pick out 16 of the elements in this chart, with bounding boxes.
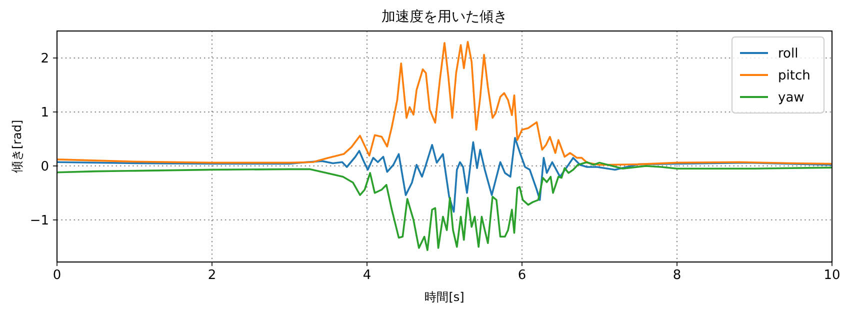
y-tick-label: 0 <box>40 159 49 174</box>
legend-label: pitch <box>778 68 810 84</box>
x-tick-label: 10 <box>824 268 840 283</box>
chart-title: 加速度を用いた傾き <box>382 9 508 25</box>
legend-label: roll <box>778 46 798 62</box>
y-tick-label: 2 <box>40 51 49 66</box>
x-tick-label: 2 <box>208 268 216 283</box>
y-tick-label: 1 <box>40 105 49 120</box>
x-tick-label: 6 <box>518 268 526 283</box>
x-axis-title: 時間[s] <box>424 290 464 304</box>
x-tick-label: 0 <box>52 268 62 283</box>
x-tick-label: 4 <box>362 268 372 283</box>
y-axis-title: 傾き[rad] <box>10 120 24 174</box>
legend-label: yaw <box>778 90 805 106</box>
x-tick-label: 8 <box>672 268 682 283</box>
y-tick-label: −1 <box>30 213 49 228</box>
